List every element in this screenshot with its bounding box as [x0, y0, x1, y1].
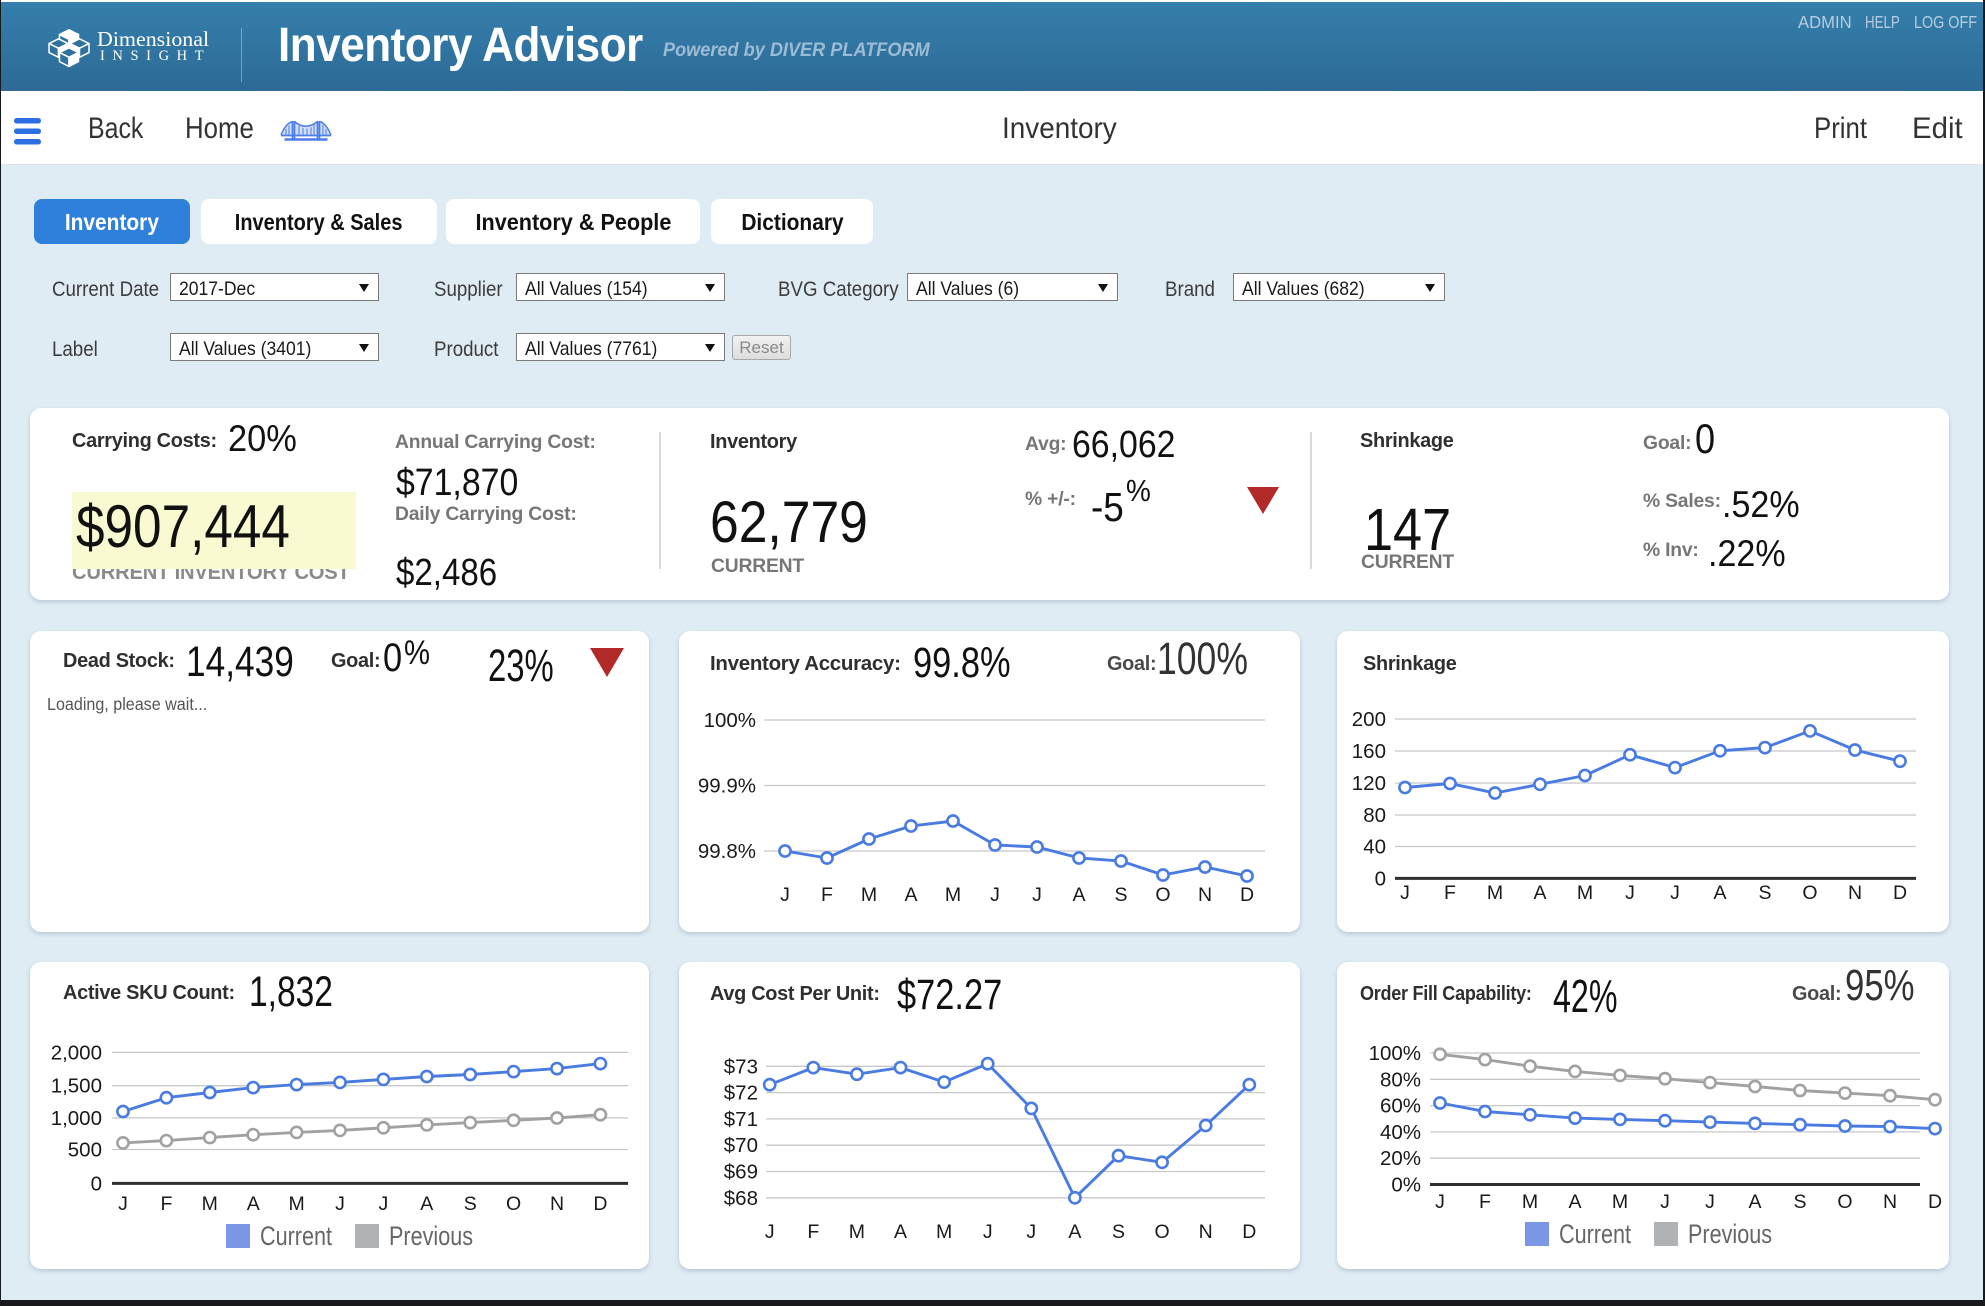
svg-text:$73: $73	[724, 1055, 758, 1078]
svg-text:0: 0	[1375, 867, 1386, 890]
svg-text:160: 160	[1352, 740, 1386, 763]
svg-text:$71: $71	[724, 1108, 758, 1131]
svg-text:A: A	[247, 1193, 260, 1215]
svg-text:S: S	[464, 1193, 477, 1215]
svg-text:J: J	[1435, 1191, 1445, 1213]
svg-text:1,500: 1,500	[51, 1075, 102, 1098]
svg-text:60%: 60%	[1380, 1095, 1421, 1118]
svg-text:F: F	[821, 884, 833, 906]
svg-text:A: A	[420, 1193, 433, 1215]
svg-text:J: J	[1670, 882, 1680, 904]
svg-text:D: D	[1893, 882, 1907, 904]
svg-text:A: A	[894, 1221, 907, 1243]
svg-text:$72: $72	[724, 1082, 758, 1105]
svg-text:N: N	[1883, 1191, 1897, 1213]
svg-text:O: O	[1802, 882, 1817, 904]
svg-text:J: J	[379, 1193, 389, 1215]
svg-text:J: J	[335, 1193, 345, 1215]
svg-text:F: F	[1479, 1191, 1491, 1213]
svg-text:99.9%: 99.9%	[698, 775, 756, 798]
svg-text:N: N	[1848, 882, 1862, 904]
svg-text:F: F	[160, 1193, 172, 1215]
svg-text:A: A	[1568, 1191, 1581, 1213]
svg-text:A: A	[1533, 882, 1546, 904]
svg-text:$70: $70	[724, 1134, 758, 1157]
svg-text:A: A	[1713, 882, 1726, 904]
svg-text:S: S	[1758, 882, 1771, 904]
svg-text:J: J	[983, 1221, 993, 1243]
svg-text:S: S	[1114, 884, 1127, 906]
svg-text:O: O	[506, 1193, 521, 1215]
svg-text:M: M	[1522, 1191, 1538, 1213]
svg-text:D: D	[1240, 884, 1254, 906]
svg-text:O: O	[1837, 1191, 1852, 1213]
svg-text:40%: 40%	[1380, 1121, 1421, 1144]
svg-text:J: J	[1400, 882, 1410, 904]
svg-text:99.8%: 99.8%	[698, 840, 756, 863]
svg-text:N: N	[1198, 884, 1212, 906]
svg-text:M: M	[1612, 1191, 1628, 1213]
svg-text:100%: 100%	[704, 709, 756, 732]
svg-text:M: M	[849, 1221, 865, 1243]
svg-text:J: J	[118, 1193, 128, 1215]
svg-text:S: S	[1793, 1191, 1806, 1213]
svg-text:J: J	[1032, 884, 1042, 906]
svg-text:A: A	[1748, 1191, 1761, 1213]
svg-text:A: A	[904, 884, 917, 906]
svg-text:S: S	[1112, 1221, 1125, 1243]
svg-text:J: J	[990, 884, 1000, 906]
svg-text:20%: 20%	[1380, 1147, 1421, 1170]
svg-text:M: M	[936, 1221, 952, 1243]
svg-text:A: A	[1068, 1221, 1081, 1243]
svg-text:J: J	[765, 1221, 775, 1243]
svg-text:J: J	[1026, 1221, 1036, 1243]
svg-text:O: O	[1155, 884, 1170, 906]
svg-text:J: J	[1625, 882, 1635, 904]
svg-text:200: 200	[1352, 708, 1386, 731]
svg-text:40: 40	[1363, 836, 1386, 859]
svg-text:80%: 80%	[1380, 1068, 1421, 1091]
svg-text:J: J	[1705, 1191, 1715, 1213]
svg-text:1,000: 1,000	[51, 1107, 102, 1130]
svg-text:N: N	[1199, 1221, 1213, 1243]
svg-text:N: N	[550, 1193, 564, 1215]
svg-text:$68: $68	[724, 1187, 758, 1210]
svg-text:D: D	[1242, 1221, 1256, 1243]
svg-text:J: J	[1660, 1191, 1670, 1213]
svg-text:D: D	[1928, 1191, 1942, 1213]
svg-text:120: 120	[1352, 772, 1386, 795]
svg-text:J: J	[780, 884, 790, 906]
svg-text:F: F	[1444, 882, 1456, 904]
svg-text:M: M	[945, 884, 961, 906]
svg-text:D: D	[593, 1193, 607, 1215]
svg-text:A: A	[1072, 884, 1085, 906]
svg-text:2,000: 2,000	[51, 1041, 102, 1064]
svg-text:M: M	[1487, 882, 1503, 904]
svg-text:$69: $69	[724, 1161, 758, 1184]
svg-text:M: M	[202, 1193, 218, 1215]
svg-text:M: M	[861, 884, 877, 906]
svg-text:M: M	[1577, 882, 1593, 904]
svg-text:0%: 0%	[1391, 1174, 1421, 1197]
svg-text:80: 80	[1363, 804, 1386, 827]
svg-text:0: 0	[91, 1172, 102, 1195]
svg-text:100%: 100%	[1369, 1042, 1421, 1065]
svg-text:O: O	[1155, 1221, 1170, 1243]
svg-text:F: F	[807, 1221, 819, 1243]
svg-text:500: 500	[68, 1139, 102, 1162]
svg-text:M: M	[288, 1193, 304, 1215]
